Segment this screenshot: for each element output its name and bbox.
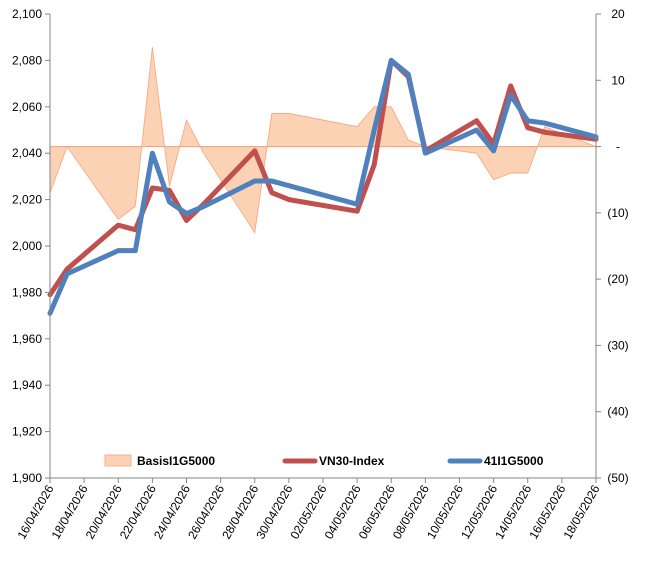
left-tick-label: 2,040 — [12, 146, 42, 160]
left-tick-label: 1,960 — [12, 332, 42, 346]
left-tick-label: 1,980 — [12, 285, 42, 299]
left-tick-label: 2,020 — [12, 193, 42, 207]
left-tick-label: 1,940 — [12, 378, 42, 392]
right-tick-label: 10 — [611, 73, 625, 87]
legend-swatch-basis — [104, 454, 132, 467]
legend-entry-label: VN30-Index — [319, 454, 385, 468]
left-tick-label: 1,920 — [12, 425, 42, 439]
right-tick-label: - — [616, 140, 620, 154]
left-tick-label: 2,100 — [12, 7, 42, 21]
left-tick-label: 2,000 — [12, 239, 42, 253]
left-tick-label: 2,080 — [12, 53, 42, 67]
right-tick-label: (40) — [607, 405, 628, 419]
right-tick-label: (50) — [607, 471, 628, 485]
legend-entry-label: BasisI1G5000 — [137, 454, 215, 468]
area-series-group — [49, 47, 597, 234]
basis-area — [49, 47, 597, 234]
right-tick-label: (30) — [607, 338, 628, 352]
axes-group — [45, 13, 601, 483]
right-tick-label: (10) — [607, 206, 628, 220]
left-tick-label: 1,900 — [12, 471, 42, 485]
x-axis-tick-labels: 16/04/202618/04/202620/04/202622/04/2026… — [14, 482, 602, 541]
series-line-2 — [47, 57, 599, 316]
line-series-group — [47, 57, 599, 316]
left-tick-label: 2,060 — [12, 100, 42, 114]
legend-entry-label: 41I1G5000 — [484, 454, 544, 468]
legend: BasisI1G5000 VN30-Index 41I1G5000 — [104, 454, 544, 468]
right-tick-label: (20) — [607, 272, 628, 286]
right-axis-tick-labels: (50) (40) (30) (20) (10) - 10 20 — [607, 7, 628, 485]
left-axis-tick-labels: 1,900 1,920 1,940 1,960 1,980 2,000 2,020 2,040… — [12, 7, 42, 485]
right-tick-label: 20 — [611, 7, 625, 21]
